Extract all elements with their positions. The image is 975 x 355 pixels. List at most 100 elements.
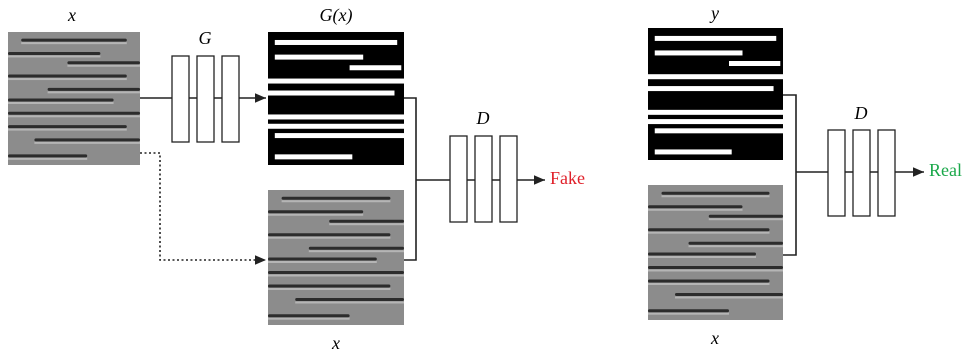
image-part (648, 228, 770, 231)
image-part (268, 258, 377, 261)
image-part (67, 61, 140, 64)
image-part (709, 218, 783, 220)
image-part (48, 88, 140, 91)
image-part (268, 214, 363, 216)
image-part (275, 40, 397, 45)
generator-block (197, 56, 214, 142)
image-part (8, 52, 100, 55)
image-part (268, 271, 404, 274)
image-part (268, 79, 404, 84)
image-part (8, 102, 114, 104)
image-part (8, 99, 114, 102)
image-part (275, 154, 353, 159)
image-part (648, 283, 770, 285)
image-part (295, 298, 404, 301)
image-part (268, 91, 394, 96)
input-label: x (67, 5, 76, 25)
image-part (655, 50, 743, 55)
image-part (675, 297, 783, 299)
image-part (662, 195, 770, 197)
image-part (689, 245, 784, 247)
image-part (21, 42, 127, 44)
generator-block (222, 56, 239, 142)
image-part (8, 75, 127, 78)
image-part (662, 192, 770, 195)
image-part (729, 61, 780, 66)
image-part (268, 261, 377, 263)
image-part (655, 36, 777, 41)
image-part (648, 119, 783, 124)
discriminator-label: D (476, 108, 490, 128)
image-part (268, 285, 390, 288)
image-part (8, 115, 140, 117)
images (8, 28, 783, 325)
image-part (268, 32, 404, 165)
image-part (648, 74, 783, 79)
discriminator-label: D (854, 103, 868, 123)
image-part (648, 205, 743, 208)
image-part (309, 250, 404, 252)
image-part (648, 209, 743, 211)
image-part (655, 128, 783, 133)
image-part (648, 28, 783, 160)
image-part (648, 256, 756, 258)
image-part (648, 313, 729, 315)
image-part (268, 233, 390, 236)
discriminator-block (475, 136, 492, 222)
image-part (275, 55, 363, 60)
image-part (8, 112, 140, 115)
image-part (8, 125, 127, 128)
image-part (648, 232, 770, 234)
image-part (8, 154, 87, 157)
generated-label: G(x) (320, 5, 353, 26)
image-part (648, 253, 756, 256)
discriminator-block (500, 136, 517, 222)
bracket (404, 98, 450, 260)
image-part (295, 302, 404, 304)
target-label: y (709, 3, 719, 23)
discriminator-block (828, 130, 845, 216)
image-part (648, 280, 770, 283)
generator-label: G (199, 28, 212, 48)
image-part (8, 55, 100, 57)
diagram: x G G(x) x D Fake y x D Real (0, 0, 975, 355)
image-part (48, 91, 140, 93)
image-part (8, 78, 127, 80)
image-part (675, 293, 783, 296)
condition-label: x (710, 328, 719, 348)
image-part (268, 124, 404, 129)
image-part (268, 114, 404, 119)
image-part (309, 247, 404, 250)
image-part (282, 200, 391, 202)
image-part (648, 266, 783, 269)
image-part (34, 142, 140, 144)
image-part (329, 223, 404, 225)
image-part (648, 270, 783, 272)
image-part (655, 149, 732, 154)
fake-label: Fake (550, 168, 585, 188)
image-part (282, 197, 391, 200)
image-part (34, 138, 140, 141)
image-part (268, 237, 390, 239)
image-part (268, 288, 390, 290)
image-part (648, 110, 783, 115)
bracket (783, 95, 828, 255)
image-part (689, 242, 784, 245)
image-part (268, 314, 350, 317)
image-part (350, 65, 402, 70)
real-label: Real (929, 160, 962, 180)
image-part (329, 220, 404, 223)
generator-block (172, 56, 189, 142)
image-part (268, 275, 404, 277)
image-part (268, 318, 350, 320)
image-part (8, 158, 87, 160)
image-part (648, 309, 729, 312)
discriminator-block (853, 130, 870, 216)
image-part (648, 86, 774, 91)
image-part (275, 133, 404, 138)
image-part (709, 215, 783, 218)
dotted-arrow (140, 153, 266, 260)
image-part (8, 129, 127, 131)
discriminator-block (878, 130, 895, 216)
condition-label: x (331, 333, 340, 353)
